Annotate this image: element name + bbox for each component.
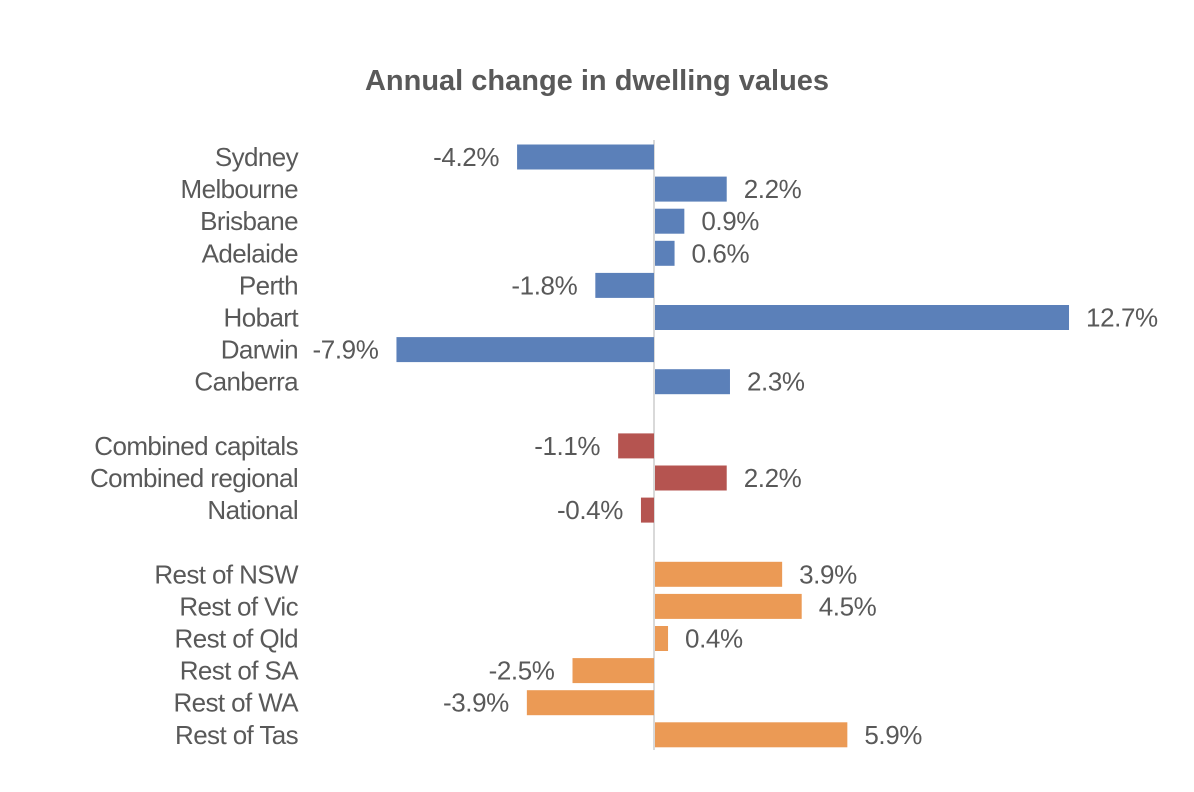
bar	[517, 144, 654, 170]
category-label: Rest of Qld	[175, 624, 298, 654]
category-label: Rest of Vic	[179, 591, 298, 621]
bar	[655, 240, 675, 266]
bar	[655, 593, 802, 619]
bar	[655, 722, 848, 748]
bar	[396, 337, 654, 363]
bar	[640, 497, 654, 523]
category-label: National	[207, 495, 298, 525]
bar	[655, 626, 669, 651]
category-label: Rest of WA	[173, 688, 299, 718]
data-label: 0.9%	[701, 206, 759, 236]
data-label: -3.9%	[443, 688, 509, 718]
category-label: Rest of Tas	[175, 720, 299, 750]
bar	[655, 208, 685, 234]
data-label: 12.7%	[1086, 303, 1158, 333]
category-label: Combined regional	[90, 463, 298, 493]
bar	[618, 433, 654, 459]
data-label: -1.8%	[511, 270, 577, 300]
data-label: 2.2%	[744, 174, 802, 204]
category-label: Combined capitals	[94, 431, 298, 461]
category-label: Perth	[239, 270, 298, 300]
category-label: Adelaide	[202, 238, 299, 268]
bar	[595, 272, 654, 298]
data-label: -4.2%	[433, 142, 499, 172]
bar	[655, 369, 730, 395]
data-label: 5.9%	[864, 720, 922, 750]
bar	[655, 465, 727, 491]
bar	[655, 561, 783, 587]
data-label: 0.6%	[692, 238, 750, 268]
data-label: -1.1%	[534, 431, 600, 461]
data-label: 2.3%	[747, 367, 805, 397]
category-label: Melbourne	[181, 174, 299, 204]
category-label: Brisbane	[200, 206, 298, 236]
data-label: -7.9%	[313, 335, 379, 365]
category-label: Darwin	[221, 335, 298, 365]
data-label: -0.4%	[557, 495, 623, 525]
data-label: 3.9%	[799, 559, 857, 589]
bar	[572, 658, 654, 684]
chart-title: Annual change in dwelling values	[365, 65, 829, 97]
data-label: -2.5%	[489, 656, 555, 686]
category-label: Sydney	[215, 142, 299, 172]
category-label: Rest of SA	[180, 656, 300, 686]
bar	[526, 690, 654, 716]
bar	[655, 305, 1070, 330]
category-label: Rest of NSW	[154, 559, 299, 589]
data-label: 4.5%	[819, 591, 877, 621]
data-label: 0.4%	[685, 624, 743, 654]
category-label: Canberra	[194, 367, 299, 397]
category-label: Hobart	[224, 303, 300, 333]
data-label: 2.2%	[744, 463, 802, 493]
bar	[655, 176, 727, 202]
bars-layer: Sydney -4.2% Melbourne 2.2% Brisbane 0.9% Adel…	[90, 142, 1158, 750]
